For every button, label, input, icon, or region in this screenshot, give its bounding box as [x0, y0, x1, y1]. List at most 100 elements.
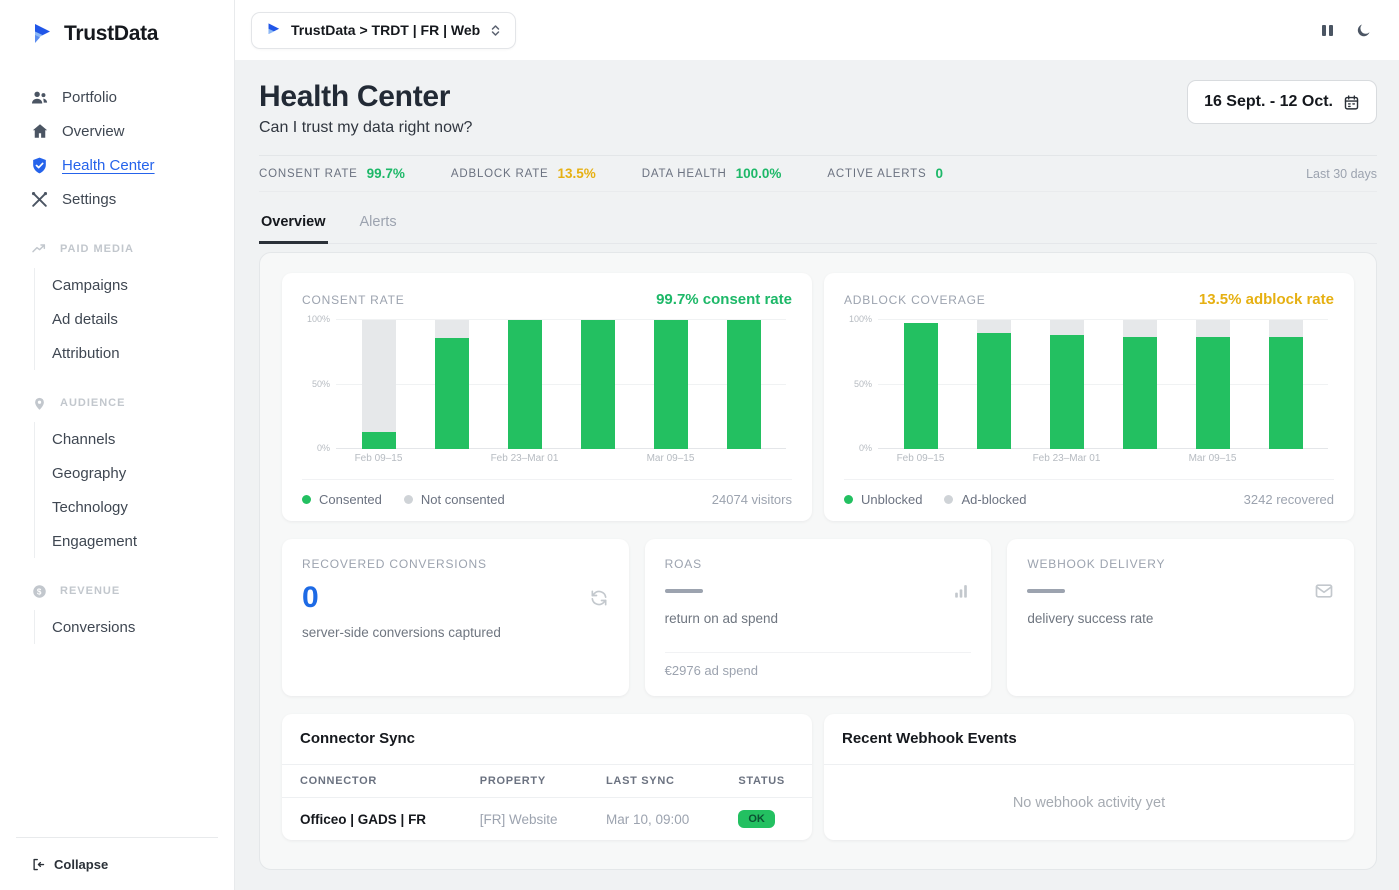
bar-slot	[884, 320, 957, 449]
bar	[434, 320, 469, 449]
stat-label: CONSENT RATE	[259, 167, 358, 180]
sidebar-item-ad-details[interactable]: Ad details	[52, 310, 118, 328]
pause-icon[interactable]	[1317, 20, 1337, 40]
y-axis-tick: 100%	[306, 314, 330, 324]
stat-value: 0	[935, 166, 943, 181]
sidebar-item-portfolio[interactable]: Portfolio	[30, 80, 218, 114]
section-header: PAID MEDIA	[30, 236, 218, 262]
bar-segment-consented	[653, 320, 688, 449]
stat-consent-rate: CONSENT RATE 99.7%	[259, 166, 405, 181]
bar-slot	[634, 320, 707, 449]
bar-slot	[1176, 320, 1249, 449]
x-axis-tick: Mar 09–15	[1188, 453, 1237, 464]
content: Health Center Can I trust my data right …	[235, 60, 1399, 890]
stat-value: 100.0%	[735, 166, 782, 181]
tab-overview[interactable]: Overview	[259, 214, 328, 244]
consent-legend: Consented Not consented 24074 visitors	[302, 479, 792, 507]
card-title: CONSENT RATE	[302, 292, 405, 307]
bar-slot	[488, 320, 561, 449]
bar-slot	[415, 320, 488, 449]
empty-value-dash	[1027, 589, 1066, 593]
sidebar-item-overview[interactable]: Overview	[30, 114, 218, 148]
sidebar-section-audience: AUDIENCE Channels Geography Technology E…	[30, 390, 218, 558]
bar-segment-consented	[726, 320, 761, 449]
collapse-icon	[30, 856, 46, 872]
stat-label: ADBLOCK RATE	[450, 167, 549, 180]
bar-slot	[561, 320, 634, 449]
empty-value-dash	[664, 589, 703, 593]
sidebar-item-technology[interactable]: Technology	[52, 498, 128, 516]
metric-caption: return on ad spend	[664, 611, 779, 626]
webhook-events-card: Recent Webhook Events No webhook activit…	[824, 714, 1354, 840]
bar	[653, 320, 688, 449]
sidebar-item-settings[interactable]: Settings	[30, 182, 218, 216]
moon-icon[interactable]	[1353, 20, 1373, 40]
sidebar-item-channels[interactable]: Channels	[52, 430, 116, 448]
sync-icon	[589, 588, 609, 608]
consent-rate-card: CONSENT RATE 99.7% consent rate 0% 50% 100…	[282, 273, 812, 521]
cell-property: [FR] Website	[479, 811, 558, 827]
table-row: Officeo | GADS | FR [FR] Website Mar 10,…	[282, 798, 812, 841]
sidebar-nav: Portfolio Overview Health Center	[0, 80, 234, 644]
sidebar-item-attribution[interactable]: Attribution	[52, 344, 120, 362]
consent-headline: 99.7% consent rate	[656, 291, 792, 308]
sidebar-divider	[16, 837, 218, 838]
bar-segment-unblocked	[1195, 336, 1230, 449]
shield-check-icon	[30, 156, 49, 175]
webhook-events-empty-state: No webhook activity yet	[1012, 794, 1166, 811]
x-axis-tick: Mar 09–15	[646, 453, 695, 464]
bar	[976, 320, 1011, 449]
sidebar-item-campaigns[interactable]: Campaigns	[52, 276, 128, 294]
tab-bar: Overview Alerts	[259, 214, 1377, 244]
green-dot-icon	[302, 495, 311, 504]
bar-segment-ad-blocked	[1122, 320, 1157, 337]
stat-value: 99.7%	[366, 166, 405, 181]
bar	[903, 320, 938, 449]
home-icon	[30, 122, 49, 141]
metric-caption: server-side conversions captured	[302, 625, 501, 640]
bar-chart-icon	[951, 581, 971, 601]
bar-slot	[707, 320, 780, 449]
sidebar-item-geography[interactable]: Geography	[52, 464, 127, 482]
stat-value: 13.5%	[557, 166, 596, 181]
brand-name: TrustData	[64, 22, 159, 45]
y-axis-tick: 50%	[311, 378, 330, 389]
connector-sync-card: Connector Sync CONNECTOR PROPERTY LAST S…	[282, 714, 812, 840]
legend-item-not-consented: Not consented	[403, 492, 505, 507]
gridline: 100%	[307, 314, 786, 324]
bar-segment-unblocked	[1049, 335, 1084, 449]
legend-item-unblocked: Unblocked	[844, 492, 922, 507]
ad-spend-note: €2976 ad spend	[664, 652, 972, 678]
bar-segment-unblocked	[1268, 336, 1303, 449]
bar	[580, 320, 615, 449]
tools-icon	[30, 190, 49, 209]
bar-segment-consented	[361, 432, 396, 449]
collapse-label: Collapse	[54, 856, 109, 872]
bar-slot	[1030, 320, 1103, 449]
section-label: REVENUE	[60, 585, 121, 597]
sidebar: TrustData Portfolio Overview	[0, 0, 235, 890]
sidebar-item-conversions[interactable]: Conversions	[52, 618, 136, 636]
x-axis-tick	[1103, 453, 1176, 469]
card-title: RECOVERED CONVERSIONS	[302, 557, 487, 571]
property-selector[interactable]: TrustData > TRDT | FR | Web	[251, 11, 517, 49]
sidebar-item-label: Overview	[62, 122, 125, 140]
green-dot-icon	[844, 495, 853, 504]
bar	[1122, 320, 1157, 449]
column-header-property: PROPERTY	[461, 765, 588, 798]
date-range-value: 16 Sept. - 12 Oct.	[1204, 93, 1333, 110]
sidebar-item-label: Settings	[62, 190, 117, 208]
card-title: Connector Sync	[300, 730, 416, 747]
collapse-button[interactable]: Collapse	[0, 856, 234, 872]
x-axis-tick	[707, 453, 780, 469]
x-axis: Feb 09–15 Feb 23–Mar 01 Mar 09–15	[878, 453, 1328, 469]
sidebar-item-engagement[interactable]: Engagement	[52, 532, 138, 550]
sidebar-item-health-center[interactable]: Health Center	[30, 148, 218, 182]
bar	[1268, 320, 1303, 449]
gridline: 0%	[859, 443, 1328, 453]
trending-up-icon	[30, 240, 48, 258]
date-range-button[interactable]: 16 Sept. - 12 Oct.	[1187, 80, 1377, 124]
bar	[1049, 320, 1084, 449]
chevron-up-down-icon	[489, 23, 502, 38]
tab-alerts[interactable]: Alerts	[359, 214, 397, 230]
